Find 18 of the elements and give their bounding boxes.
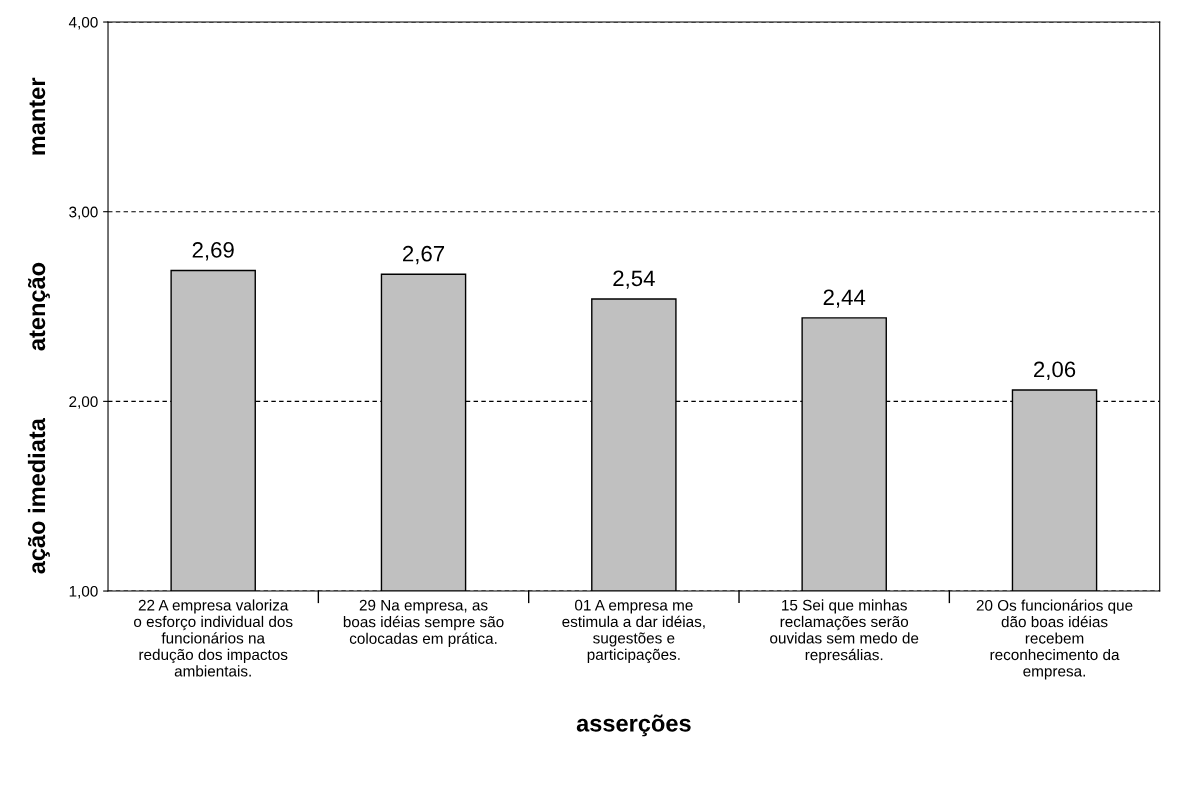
x-tick-label: 22 A empresa valoriza o esforço individual dos funcionários na redução dos impactos ambientais. <box>134 599 293 677</box>
x-tick-label: 01 A empresa me estimula a dar idéias, sugestões e participações. <box>562 599 705 664</box>
text: atenção <box>27 262 50 351</box>
data-label: 2,67 <box>403 245 445 265</box>
text: ação imediata <box>27 417 50 574</box>
y-tick-label: 4,00 <box>68 16 98 30</box>
data-label: 2,69 <box>192 242 234 261</box>
x-tick-label: 15 Sei que minhas reclamações serão ouvidas sem medo de represálias. <box>770 599 919 664</box>
x-tick-label: 29 Na empresa, as boas idéias sempre são colocadas em prática. <box>343 599 504 647</box>
y-tick-label: 1,00 <box>69 585 98 599</box>
y-tick-label: 3,00 <box>69 206 98 220</box>
data-label: 2,06 <box>1034 361 1076 380</box>
y-tick-label: 2,00 <box>69 396 98 409</box>
data-label: 2,54 <box>613 270 655 289</box>
x-tick-label: 20 Os funcionários que dão boas idéias recebem reconhecimento da empresa. <box>976 599 1133 680</box>
text: manter <box>29 77 46 155</box>
data-label: 2,44 <box>823 289 866 308</box>
x-axis-title: asserções <box>576 714 691 737</box>
